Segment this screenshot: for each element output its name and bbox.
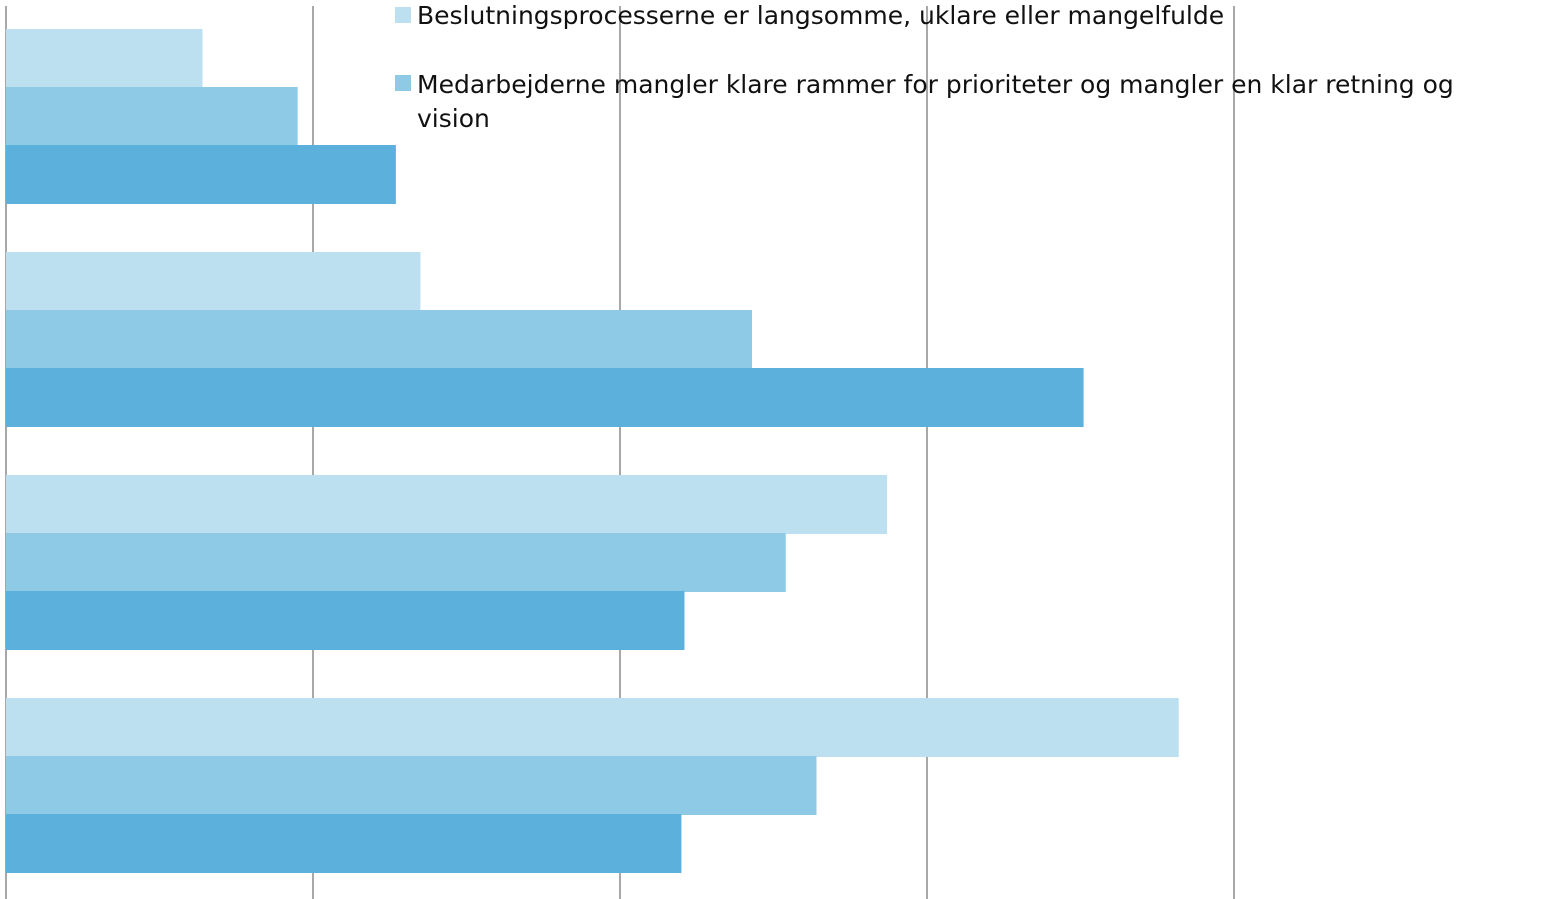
bar-series0-category3 [6,698,1179,757]
legend: Beslutningsprocesserne er langsomme, ukl… [395,1,1462,133]
legend-swatch-1 [395,75,411,91]
legend-label-0: Beslutningsprocesserne er langsomme, ukl… [417,1,1224,30]
legend-swatch-0 [395,7,411,23]
legend-label-1-line1: Medarbejderne mangler klare rammer for p… [417,70,1454,99]
bar-series2-category1 [6,368,1084,427]
bar-series2-category3 [6,814,682,873]
bar-series0-category0 [6,29,203,88]
bar-series2-category0 [6,145,396,204]
bar-series1-category0 [6,87,298,146]
legend-label-1: Medarbejderne mangler klare rammer for p… [417,70,1462,133]
bar-series0-category2 [6,475,888,534]
bar-series0-category1 [6,252,421,311]
bar-series1-category3 [6,756,817,815]
bar-series1-category1 [6,310,753,369]
bars [6,29,1179,873]
bar-series2-category2 [6,591,685,650]
bar-series1-category2 [6,533,786,592]
legend-label-1-line2: vision [417,104,490,133]
